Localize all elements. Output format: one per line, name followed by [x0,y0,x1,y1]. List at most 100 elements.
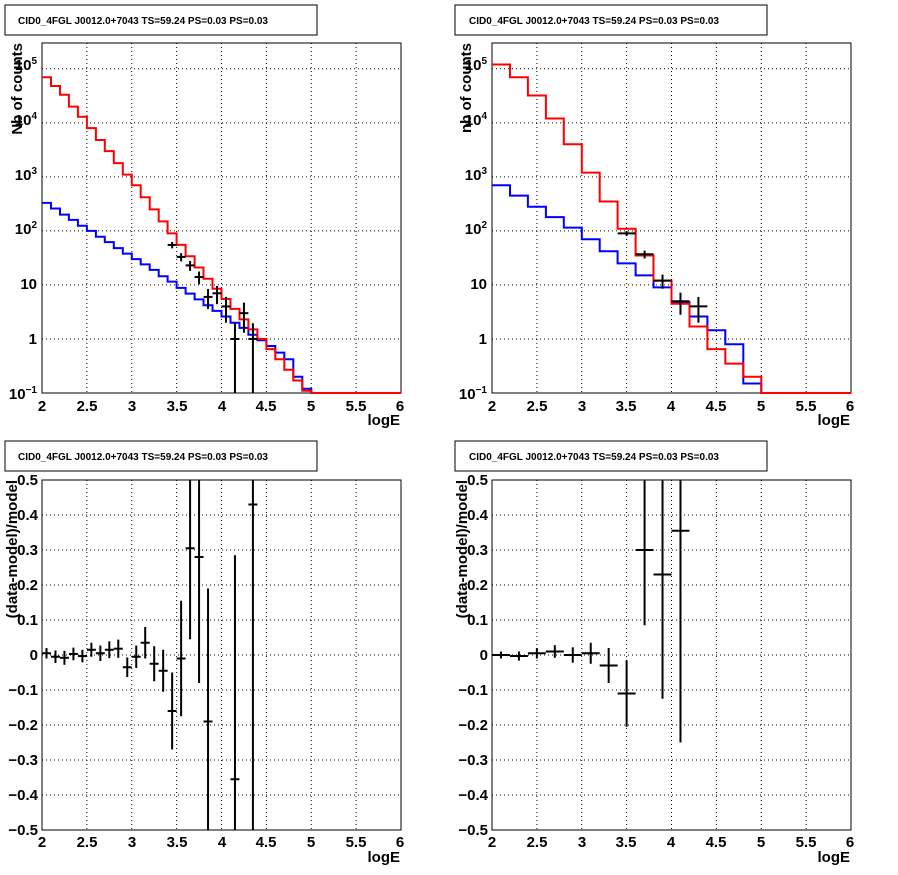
x-tick-label: 4 [218,398,227,415]
y-tick-label: 10 [20,276,37,293]
y-tick-label: −0.4 [8,787,38,804]
y-tick-label: 0.5 [17,472,38,489]
x-tick-label: 6 [396,398,404,415]
panel-counts-right: CID0_4FGL J0012.0+7043 TS=59.24 PS=0.03 … [454,4,854,429]
x-tick-label: 4 [667,834,676,851]
chart-title: CID0_4FGL J0012.0+7043 TS=59.24 PS=0.03 … [18,452,268,463]
panel-residuals-left: CID0_4FGL J0012.0+7043 TS=59.24 PS=0.03 … [4,440,404,866]
y-tick-label: −0.1 [8,682,38,699]
x-tick-label: 3.5 [167,398,188,415]
title-box [4,440,318,472]
data-point [509,651,528,661]
x-tick-label: 2.5 [77,834,98,851]
y-tick-label: −0.3 [8,752,38,769]
data-point [176,600,186,717]
y-tick-label: −0.2 [8,717,38,734]
data-point [545,645,564,658]
y-tick-label: 102 [15,220,38,238]
x-axis-label: logE [818,849,851,866]
y-tick-label: 104 [15,111,38,129]
y-tick-labels: 10−1 1 10 102 103 104 105 [459,56,488,403]
data-points [617,231,708,323]
model-histograms [42,76,401,394]
data-point [492,651,510,659]
data-point [185,480,195,640]
y-tick-label: 0.1 [467,612,488,629]
x-tick-label: 4.5 [256,834,277,851]
data-point [140,627,150,659]
data-point [599,648,618,683]
data-point [194,271,204,285]
y-tick-label: 0.4 [17,507,39,524]
x-tick-label: 6 [396,834,404,851]
x-tick-labels: 2 2.5 3 3.5 4 4.5 5 5.5 6 [38,834,404,851]
data-point [239,302,249,333]
x-tick-labels: 2 2.5 3 3.5 4 4.5 5 5.5 6 [38,398,404,415]
data-point [203,289,213,309]
x-tick-label: 3.5 [167,834,188,851]
y-tick-label: 1 [29,331,37,348]
title-box [454,440,768,472]
x-tick-label: 3.5 [616,398,637,415]
data-point [158,649,168,692]
data-point [527,648,546,659]
data-point [194,480,204,683]
y-tick-label: 10−1 [459,385,488,403]
x-tick-label: 3 [578,834,586,851]
data-point [617,231,636,236]
x-tick-label: 2 [488,398,496,415]
x-tick-label: 3.5 [616,834,637,851]
data-point [122,657,132,678]
y-tick-label: 0.2 [467,577,488,594]
y-tick-label: −0.3 [458,752,488,769]
y-tick-label: 103 [15,166,38,184]
data-point [68,647,78,661]
x-tick-label: 2 [38,398,46,415]
data-point [203,588,213,830]
x-axis-label: logE [368,849,401,866]
y-tick-label: 0.3 [467,542,488,559]
x-tick-label: 5 [757,398,765,415]
x-tick-label: 6 [846,398,854,415]
y-tick-label: 0.1 [17,612,38,629]
x-tick-label: 4.5 [256,398,277,415]
data-point [59,650,69,665]
x-axis-label: logE [368,412,401,429]
x-tick-label: 2.5 [527,834,548,851]
x-tick-label: 5.5 [796,834,817,851]
x-tick-label: 5 [757,834,765,851]
x-tick-label: 2 [488,834,496,851]
data-points [42,480,258,830]
y-tick-label: −0.2 [458,717,488,734]
y-tick-label: 0 [30,647,38,664]
y-tick-label: 0.4 [467,507,489,524]
x-tick-labels: 2 2.5 3 3.5 4 4.5 5 5.5 6 [488,834,854,851]
y-tick-label: 10−1 [9,385,38,403]
x-tick-label: 6 [846,834,854,851]
panel-counts-left: CID0_4FGL J0012.0+7043 TS=59.24 PS=0.03 … [4,4,404,429]
data-point [230,555,240,830]
y-tick-label: −0.5 [8,822,38,839]
x-tick-label: 4 [218,834,227,851]
data-point [113,639,123,658]
model-histograms [492,63,851,394]
y-tick-label: −0.5 [458,822,488,839]
data-point [104,641,114,659]
data-point [167,672,177,750]
y-tick-label: 0.2 [17,577,38,594]
data-point [671,480,690,743]
data-points [167,241,258,393]
data-point [212,285,222,305]
y-tick-label: 1 [479,331,487,348]
x-tick-labels: 2 2.5 3 3.5 4 4.5 5 5.5 6 [488,398,854,415]
plot-frame [491,479,852,831]
data-point [131,645,141,668]
data-point [77,649,87,663]
data-point [581,642,600,664]
y-tick-label: 10 [470,276,487,293]
model-total-line [42,76,401,394]
y-axis-label: Nb of counts [9,43,26,135]
x-tick-label: 4.5 [706,398,727,415]
title-box [454,4,768,36]
